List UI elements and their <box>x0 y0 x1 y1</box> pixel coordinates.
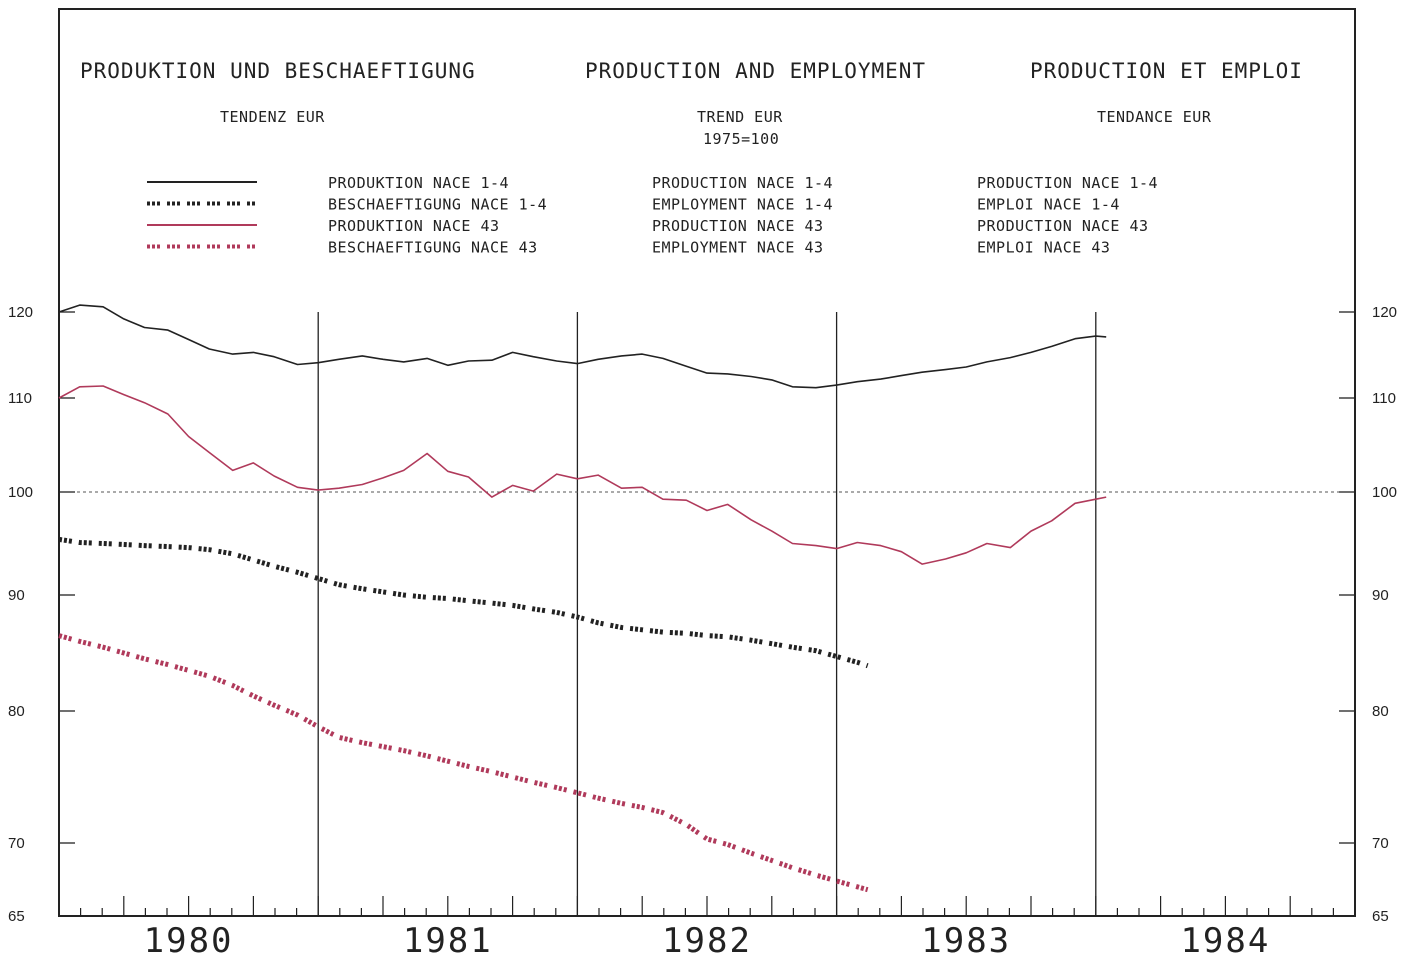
legend-label-de: PRODUKTION NACE 43 <box>328 217 500 235</box>
y-tick-label-right: 100 <box>1372 484 1397 501</box>
y-tick-label-left: 120 <box>8 304 33 321</box>
y-tick-label-left: 110 <box>8 390 32 407</box>
y-tick-label-left: 65 <box>8 908 25 925</box>
legend-label-en: EMPLOYMENT NACE 43 <box>652 239 824 257</box>
year-label: 1983 <box>921 921 1011 958</box>
y-tick-label-left: 80 <box>8 703 25 720</box>
year-label: 1982 <box>662 921 752 958</box>
year-label: 1984 <box>1180 921 1270 958</box>
axes: 65 65 70 70 80 80 90 90 100 100 110 110 120 120 1980 19… <box>8 304 1397 958</box>
y-tick-label-right: 120 <box>1372 304 1397 321</box>
subtitle-german: TENDENZ EUR <box>220 108 325 126</box>
legend-label-de: PRODUKTION NACE 1-4 <box>328 174 509 192</box>
legend: PRODUKTION NACE 1-4 PRODUCTION NACE 1-4 PR… <box>147 174 1158 257</box>
series-produktion-nace-1-4 <box>58 304 1107 389</box>
series-produktion-nace-43 <box>58 385 1107 565</box>
series-beschaeftigung-nace-43 <box>58 633 869 893</box>
base-year-label: 1975=100 <box>703 130 779 148</box>
y-tick-label-right: 65 <box>1372 908 1389 925</box>
subtitle-french: TENDANCE EUR <box>1097 108 1212 126</box>
y-tick-label-right: 80 <box>1372 703 1389 720</box>
legend-label-de: BESCHAEFTIGUNG NACE 43 <box>328 239 538 257</box>
legend-label-fr: PRODUCTION NACE 43 <box>977 217 1149 235</box>
legend-label-de: BESCHAEFTIGUNG NACE 1-4 <box>328 196 547 214</box>
y-tick-label-right: 70 <box>1372 835 1389 852</box>
title-german: PRODUKTION UND BESCHAEFTIGUNG <box>80 59 476 83</box>
series-beschaeftigung-nace-1-4 <box>58 536 869 669</box>
legend-label-en: PRODUCTION NACE 43 <box>652 217 824 235</box>
legend-label-fr: EMPLOI NACE 1-4 <box>977 196 1120 214</box>
title-english: PRODUCTION AND EMPLOYMENT <box>585 59 926 83</box>
year-label: 1981 <box>403 921 493 958</box>
title-french: PRODUCTION ET EMPLOI <box>1030 59 1303 83</box>
y-tick-label-right: 90 <box>1372 587 1389 604</box>
subtitle-english: TREND EUR <box>697 108 783 126</box>
legend-label-en: EMPLOYMENT NACE 1-4 <box>652 196 833 214</box>
y-tick-label-left: 70 <box>8 835 25 852</box>
y-tick-label-left: 100 <box>8 484 33 501</box>
legend-label-en: PRODUCTION NACE 1-4 <box>652 174 833 192</box>
legend-label-fr: PRODUCTION NACE 1-4 <box>977 174 1158 192</box>
y-tick-label-right: 110 <box>1372 390 1396 407</box>
plot-area <box>58 304 1107 893</box>
legend-label-fr: EMPLOI NACE 43 <box>977 239 1110 257</box>
y-tick-label-left: 90 <box>8 587 25 604</box>
year-label: 1980 <box>144 921 234 958</box>
